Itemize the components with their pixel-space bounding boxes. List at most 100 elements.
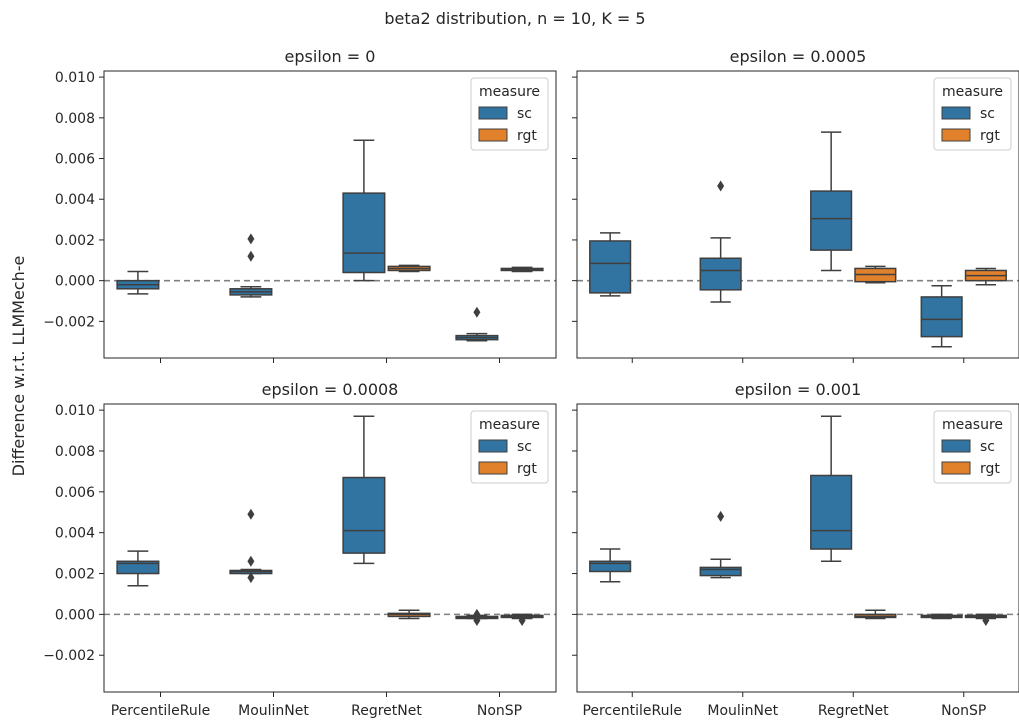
legend-swatch-rgt (941, 461, 971, 475)
x-tick-label: PercentileRule (111, 703, 211, 719)
outlier-marker (473, 615, 481, 627)
box-body (699, 566, 742, 577)
box-rgt-regretnet (854, 265, 897, 284)
box-rgt-regretnet (387, 264, 431, 273)
axes-frame (103, 70, 557, 359)
legend-title: measure (942, 417, 1003, 433)
box-body (342, 476, 386, 554)
legend-label-rgt: rgt (517, 461, 537, 477)
outlier-marker (247, 233, 255, 245)
legend: measure sc rgt (933, 410, 1012, 484)
legend-label-sc: sc (517, 106, 532, 122)
legend-label-rgt: rgt (980, 461, 1000, 477)
figure-suptitle: beta2 distribution, n = 10, K = 5 (384, 9, 645, 28)
panel-4: epsilon = 0.001 PercentileRule MoulinNet Re… (572, 380, 1019, 719)
legend-label-sc: sc (517, 439, 532, 455)
box-sc-percentilerule (589, 548, 632, 583)
panels: epsilon = 0 −0.002 0.000 0.002 0.004 0.006 0.0… (43, 47, 1019, 719)
y-tick-label: −0.002 (43, 314, 95, 330)
outlier-marker (717, 180, 725, 192)
box-rgt-nonsp (500, 266, 544, 273)
box-sc-moulinnet (699, 510, 742, 579)
y-tick-label: 0.010 (55, 70, 95, 86)
y-tick-label: 0.006 (55, 485, 95, 501)
outlier-marker (473, 306, 481, 318)
legend-label-rgt: rgt (980, 128, 1000, 144)
legend-swatch-sc (478, 106, 508, 120)
panel-2: epsilon = 0.0005 measure sc rgt (572, 47, 1019, 363)
subplot-title: epsilon = 0.001 (735, 380, 862, 399)
box-sc-moulinnet (229, 508, 273, 584)
legend-swatch-rgt (941, 128, 971, 142)
y-tick-label: 0.002 (55, 567, 95, 583)
legend-swatch-rgt (478, 128, 508, 142)
y-tick-label: 0.004 (55, 192, 95, 208)
box-sc-nonsp (455, 306, 499, 342)
box-body (810, 190, 853, 251)
x-tick-label: RegretNet (351, 703, 422, 719)
y-tick-label: −0.002 (43, 648, 95, 664)
box-sc-moulinnet (229, 233, 273, 298)
box-rgt-nonsp (964, 613, 1007, 627)
box-sc-nonsp (920, 613, 963, 620)
x-tick-label: NonSP (477, 703, 522, 719)
legend-swatch-sc (478, 439, 508, 453)
panel-3: epsilon = 0.0008 −0.002 0.000 0.002 0.004 0.0… (43, 380, 557, 719)
box-sc-percentilerule (116, 550, 160, 587)
box-sc-regretnet (342, 415, 386, 565)
outlier-marker (518, 615, 526, 627)
box-body (699, 257, 742, 291)
y-tick-label: 0.004 (55, 526, 95, 542)
box-rgt-regretnet (854, 609, 897, 620)
outlier-marker (717, 510, 725, 522)
box-sc-regretnet (810, 131, 853, 272)
panel-1: epsilon = 0 −0.002 0.000 0.002 0.004 0.006 0.0… (43, 47, 557, 363)
outlier-marker (247, 508, 255, 520)
legend-title: measure (479, 84, 540, 100)
axes-frame (576, 70, 1019, 359)
box-sc-percentilerule (116, 270, 160, 295)
legend-swatch-rgt (478, 461, 508, 475)
y-tick-label: 0.008 (55, 444, 95, 460)
box-body (810, 474, 853, 550)
y-tick-label: 0.010 (55, 403, 95, 419)
box-body (116, 560, 160, 575)
x-tick-label: MoulinNet (707, 703, 778, 719)
legend-title: measure (942, 84, 1003, 100)
legend: measure sc rgt (470, 77, 549, 151)
box-sc-regretnet (342, 139, 386, 282)
legend: measure sc rgt (933, 77, 1012, 151)
box-rgt-nonsp (500, 613, 544, 627)
box-sc-moulinnet (699, 180, 742, 303)
x-tick-label: NonSP (941, 703, 986, 719)
legend-label-sc: sc (980, 106, 995, 122)
y-tick-label: 0.002 (55, 233, 95, 249)
axes-frame (576, 403, 1019, 693)
legend-swatch-sc (941, 439, 971, 453)
legend: measure sc rgt (470, 410, 549, 484)
subplot-title: epsilon = 0.0008 (262, 380, 399, 399)
axes-frame (103, 403, 557, 693)
outlier-marker (247, 555, 255, 567)
box-body (589, 240, 632, 294)
y-tick-label: 0.008 (55, 111, 95, 127)
box-rgt-nonsp (964, 267, 1007, 286)
box-sc-percentilerule (589, 232, 632, 297)
x-tick-label: RegretNet (818, 703, 889, 719)
legend-swatch-sc (941, 106, 971, 120)
legend-label-sc: sc (980, 439, 995, 455)
y-tick-label: 0.000 (55, 274, 95, 290)
legend-title: measure (479, 417, 540, 433)
outlier-marker (247, 572, 255, 584)
x-tick-label: MoulinNet (238, 703, 309, 719)
subplot-title: epsilon = 0 (285, 47, 376, 66)
x-tick-label: PercentileRule (582, 703, 682, 719)
box-sc-nonsp (455, 608, 499, 627)
subplot-title: epsilon = 0.0005 (730, 47, 867, 66)
box-body (342, 192, 386, 274)
box-body (589, 560, 632, 573)
box-rgt-regretnet (387, 609, 431, 620)
box-sc-regretnet (810, 415, 853, 563)
outlier-marker (982, 615, 990, 627)
